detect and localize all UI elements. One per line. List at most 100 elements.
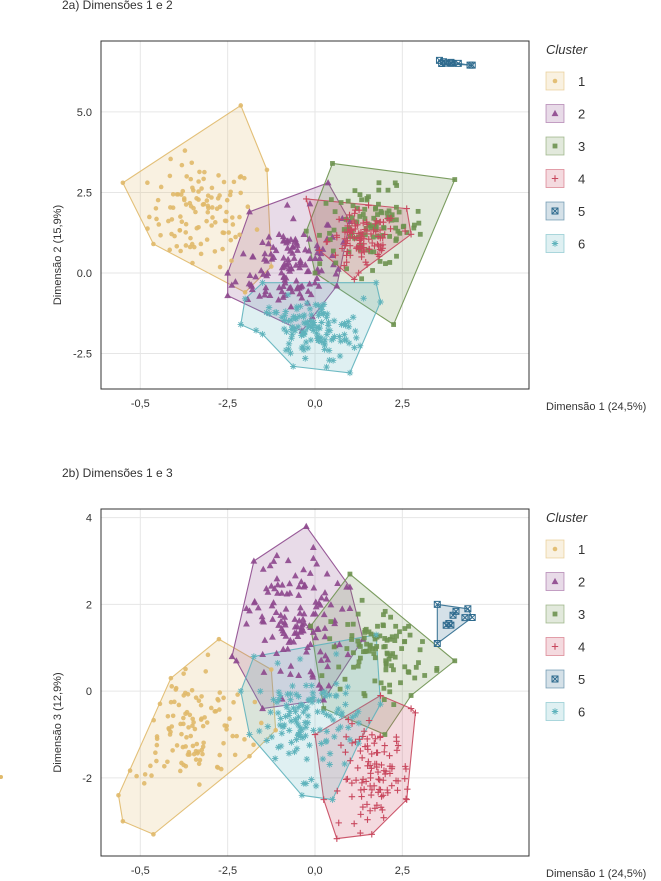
data-point (401, 775, 408, 782)
data-point (287, 662, 295, 669)
data-point (402, 639, 407, 645)
data-point (298, 623, 306, 631)
data-point (274, 709, 282, 717)
data-point (366, 807, 374, 814)
data-point (381, 623, 386, 629)
data-point (285, 345, 292, 353)
data-point (295, 704, 302, 711)
data-point (342, 690, 349, 697)
data-point (338, 321, 345, 328)
data-point (232, 657, 240, 664)
data-point (176, 702, 182, 708)
data-point (331, 619, 339, 627)
data-point (287, 670, 294, 677)
data-point (464, 605, 472, 613)
data-point (180, 744, 186, 750)
data-point (391, 322, 397, 327)
data-point (306, 280, 313, 287)
data-point (174, 192, 180, 197)
data-point (367, 791, 375, 799)
data-point (387, 234, 393, 239)
data-point (390, 651, 396, 656)
data-point (278, 287, 286, 295)
data-point (318, 740, 325, 747)
data-point (265, 304, 273, 311)
data-point (277, 667, 284, 674)
data-point (302, 522, 310, 529)
data-point (181, 693, 187, 698)
data-point (290, 704, 297, 712)
data-point (172, 699, 177, 705)
data-point (287, 303, 295, 310)
data-point (349, 637, 355, 642)
data-point (376, 776, 383, 784)
data-point (120, 819, 126, 824)
data-point (315, 309, 323, 316)
data-point (230, 222, 236, 227)
data-point (329, 796, 336, 803)
data-point (433, 639, 441, 647)
data-point (355, 245, 362, 253)
data-point (447, 58, 455, 66)
data-point (232, 752, 238, 758)
data-point (310, 584, 318, 591)
data-point (355, 740, 362, 747)
data-point (468, 613, 476, 621)
data-point (286, 636, 294, 643)
data-point (182, 197, 187, 203)
data-point (391, 667, 396, 673)
data-point (168, 156, 173, 162)
legend-label-1: 1 (578, 74, 585, 89)
data-point (377, 633, 383, 639)
data-point (166, 726, 171, 731)
data-point (281, 312, 289, 319)
data-point (393, 238, 399, 243)
data-point (381, 231, 388, 238)
data-point (304, 318, 311, 326)
cluster-2-points (224, 179, 354, 334)
data-point (274, 581, 282, 588)
data-point (341, 227, 347, 232)
data-point (384, 650, 390, 656)
data-point (165, 713, 171, 719)
data-point (191, 244, 197, 250)
data-point (245, 204, 251, 209)
data-point (142, 772, 148, 777)
data-point (192, 726, 198, 732)
data-point (327, 601, 335, 608)
data-point (147, 214, 152, 220)
data-point (314, 265, 321, 272)
data-point (226, 230, 232, 235)
data-point (280, 254, 288, 261)
legend-label-3: 3 (578, 139, 585, 154)
data-point (287, 717, 295, 725)
data-point (334, 265, 342, 272)
data-point (264, 723, 272, 730)
data-point (288, 331, 296, 338)
legend-marker-4 (551, 175, 559, 182)
data-point (322, 693, 329, 700)
data-point (377, 700, 384, 708)
data-point (165, 759, 170, 765)
data-point (357, 829, 364, 837)
data-point (440, 58, 448, 66)
data-point (295, 713, 302, 721)
data-point (153, 750, 158, 756)
cluster-3-points (308, 571, 458, 737)
data-point (295, 721, 302, 729)
data-point (397, 629, 402, 635)
data-point (324, 310, 331, 318)
data-point (291, 629, 299, 636)
data-point (302, 355, 309, 362)
data-point (361, 691, 367, 696)
data-point (178, 721, 183, 727)
data-point (378, 208, 384, 214)
data-point (291, 748, 298, 756)
data-point (403, 205, 410, 212)
cluster-5-points (435, 56, 476, 69)
data-point (310, 727, 317, 734)
plot-frame (100, 508, 530, 857)
data-point (292, 716, 299, 723)
data-point (311, 254, 319, 261)
data-point (303, 195, 310, 203)
